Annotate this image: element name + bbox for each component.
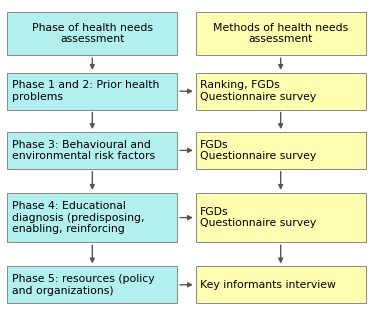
Text: Ranking, FGDs
Questionnaire survey: Ranking, FGDs Questionnaire survey bbox=[200, 80, 317, 102]
FancyBboxPatch shape bbox=[7, 73, 177, 109]
FancyBboxPatch shape bbox=[7, 132, 177, 169]
FancyBboxPatch shape bbox=[196, 73, 366, 109]
Text: Key informants interview: Key informants interview bbox=[200, 280, 336, 290]
FancyBboxPatch shape bbox=[7, 12, 177, 55]
FancyBboxPatch shape bbox=[196, 12, 366, 55]
Text: Phase of health needs
assessment: Phase of health needs assessment bbox=[32, 23, 153, 44]
Text: Phase 4: Educational
diagnosis (predisposing,
enabling, reinforcing: Phase 4: Educational diagnosis (predispo… bbox=[12, 201, 144, 234]
FancyBboxPatch shape bbox=[196, 132, 366, 169]
FancyBboxPatch shape bbox=[7, 193, 177, 243]
Text: Phase 1 and 2: Prior health
problems: Phase 1 and 2: Prior health problems bbox=[12, 80, 159, 102]
Text: Methods of health needs
assessment: Methods of health needs assessment bbox=[213, 23, 348, 44]
Text: Phase 5: resources (policy
and organizations): Phase 5: resources (policy and organizat… bbox=[12, 274, 154, 296]
FancyBboxPatch shape bbox=[196, 193, 366, 243]
FancyBboxPatch shape bbox=[196, 266, 366, 303]
FancyBboxPatch shape bbox=[7, 266, 177, 303]
Text: Phase 3: Behavioural and
environmental risk factors: Phase 3: Behavioural and environmental r… bbox=[12, 140, 155, 161]
Text: FGDs
Questionnaire survey: FGDs Questionnaire survey bbox=[200, 207, 317, 228]
Text: FGDs
Questionnaire survey: FGDs Questionnaire survey bbox=[200, 140, 317, 161]
